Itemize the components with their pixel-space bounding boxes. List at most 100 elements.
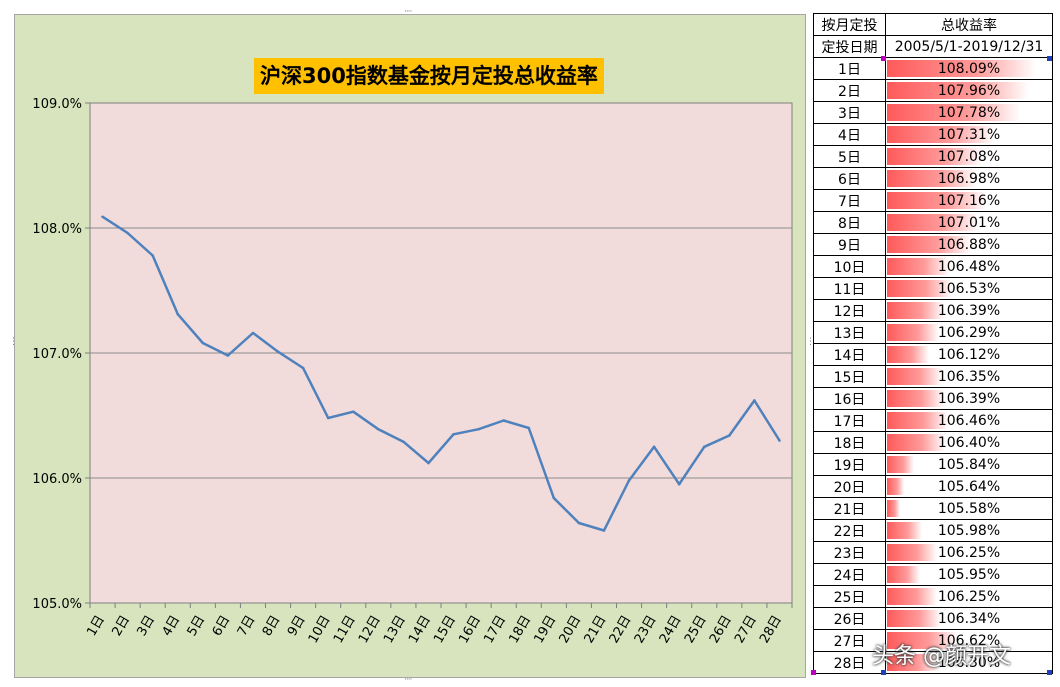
day-cell[interactable]: 3日 xyxy=(813,101,886,124)
data-bar xyxy=(887,456,915,473)
resize-handle-left[interactable]: ⋮ xyxy=(9,337,18,347)
rate-cell[interactable]: 106.30% xyxy=(885,651,1053,674)
table-row: 15日 106.35% xyxy=(813,365,1053,388)
rate-cell[interactable]: 106.88% xyxy=(885,233,1053,256)
day-cell[interactable]: 11日 xyxy=(813,277,886,300)
day-cell[interactable]: 14日 xyxy=(813,343,886,366)
chart-area[interactable]: 105.0% 106.0% 107.0% 108.0% 109.0% 1日 2日 3日 4日 5日… xyxy=(14,14,806,678)
x-tick-label: 7日 xyxy=(235,613,259,639)
day-cell[interactable]: 24日 xyxy=(813,563,886,586)
data-bar xyxy=(887,434,945,451)
table-row: 8日 107.01% xyxy=(813,211,1053,234)
rate-cell[interactable]: 106.25% xyxy=(885,585,1053,608)
day-cell[interactable]: 9日 xyxy=(813,233,886,256)
day-cell[interactable]: 26日 xyxy=(813,607,886,630)
table-row: 9日 106.88% xyxy=(813,233,1053,256)
day-cell[interactable]: 28日 xyxy=(813,651,886,674)
selection-handle[interactable] xyxy=(1047,56,1052,61)
resize-handle-bottom[interactable]: ···· xyxy=(404,675,413,685)
day-cell[interactable]: 13日 xyxy=(813,321,886,344)
x-tick-label: 4日 xyxy=(160,613,184,639)
selection-handle[interactable] xyxy=(1047,670,1052,675)
day-cell[interactable]: 6日 xyxy=(813,167,886,190)
rate-cell[interactable]: 107.96% xyxy=(885,79,1053,102)
rate-value: 105.84% xyxy=(937,456,1001,473)
y-tick-label: 105.0% xyxy=(32,597,82,612)
data-bar xyxy=(887,412,948,429)
selection-handle[interactable] xyxy=(811,670,816,675)
day-cell[interactable]: 1日 xyxy=(813,57,886,80)
x-tick-label: 14日 xyxy=(406,613,434,646)
header-cell-monthly[interactable]: 按月定投 xyxy=(813,13,886,36)
rate-cell[interactable]: 107.16% xyxy=(885,189,1053,212)
rate-cell[interactable]: 107.01% xyxy=(885,211,1053,234)
day-cell[interactable]: 12日 xyxy=(813,299,886,322)
day-cell[interactable]: 21日 xyxy=(813,497,886,520)
day-cell[interactable]: 22日 xyxy=(813,519,886,542)
rate-cell[interactable]: 105.95% xyxy=(885,563,1053,586)
table-row: 6日 106.98% xyxy=(813,167,1053,190)
data-bar xyxy=(887,60,1037,77)
selection-handle[interactable] xyxy=(881,56,886,61)
rate-cell[interactable]: 106.40% xyxy=(885,431,1053,454)
rate-cell[interactable]: 107.78% xyxy=(885,101,1053,124)
day-cell[interactable]: 18日 xyxy=(813,431,886,454)
day-cell[interactable]: 20日 xyxy=(813,475,886,498)
rate-cell[interactable]: 105.98% xyxy=(885,519,1053,542)
day-cell[interactable]: 19日 xyxy=(813,453,886,476)
day-cell[interactable]: 10日 xyxy=(813,255,886,278)
rate-cell[interactable]: 106.25% xyxy=(885,541,1053,564)
day-cell[interactable]: 15日 xyxy=(813,365,886,388)
resize-handle-top[interactable]: ···· xyxy=(404,7,413,17)
day-cell[interactable]: 2日 xyxy=(813,79,886,102)
rate-cell[interactable]: 106.35% xyxy=(885,365,1053,388)
day-cell[interactable]: 7日 xyxy=(813,189,886,212)
day-cell[interactable]: 16日 xyxy=(813,387,886,410)
data-point xyxy=(778,439,781,442)
rate-cell[interactable]: 106.48% xyxy=(885,255,1053,278)
data-point xyxy=(753,399,756,402)
rate-cell[interactable]: 106.34% xyxy=(885,607,1053,630)
header-cell-date-label[interactable]: 定投日期 xyxy=(813,35,886,58)
x-tick-label: 27日 xyxy=(732,613,760,646)
y-tick-label: 108.0% xyxy=(32,222,82,237)
table-row: 7日 107.16% xyxy=(813,189,1053,212)
data-table: 按月定投 总收益率 定投日期 2005/5/1-2019/12/31 1日 108… xyxy=(813,13,1053,674)
rate-cell[interactable]: 106.29% xyxy=(885,321,1053,344)
day-cell[interactable]: 4日 xyxy=(813,123,886,146)
data-bar xyxy=(887,104,1020,121)
rate-value: 105.95% xyxy=(937,566,1001,583)
rate-cell[interactable]: 106.12% xyxy=(885,343,1053,366)
rate-cell[interactable]: 107.31% xyxy=(885,123,1053,146)
rate-cell[interactable]: 106.98% xyxy=(885,167,1053,190)
data-bar xyxy=(887,214,978,231)
day-cell[interactable]: 25日 xyxy=(813,585,886,608)
data-bar xyxy=(887,258,950,275)
table-row: 18日 106.40% xyxy=(813,431,1053,454)
rate-cell[interactable]: 106.39% xyxy=(885,387,1053,410)
rate-cell[interactable]: 105.58% xyxy=(885,497,1053,520)
day-cell[interactable]: 8日 xyxy=(813,211,886,234)
rate-cell[interactable]: 108.09% xyxy=(885,57,1053,80)
day-cell[interactable]: 5日 xyxy=(813,145,886,168)
rate-value: 106.12% xyxy=(937,346,1001,363)
selection-handle[interactable] xyxy=(881,670,886,675)
rate-cell[interactable]: 106.53% xyxy=(885,277,1053,300)
table-row: 10日 106.48% xyxy=(813,255,1053,278)
header-cell-total-return[interactable]: 总收益率 xyxy=(885,13,1053,36)
rate-cell[interactable]: 105.84% xyxy=(885,453,1053,476)
resize-handle-right[interactable]: ⋮ xyxy=(806,337,815,347)
rate-value: 107.96% xyxy=(937,82,1001,99)
rate-cell[interactable]: 106.62% xyxy=(885,629,1053,652)
rate-cell[interactable]: 106.46% xyxy=(885,409,1053,432)
rate-cell[interactable]: 106.39% xyxy=(885,299,1053,322)
day-cell[interactable]: 17日 xyxy=(813,409,886,432)
data-point xyxy=(276,350,280,354)
rate-value: 106.98% xyxy=(937,170,1001,187)
day-cell[interactable]: 23日 xyxy=(813,541,886,564)
header-cell-date-range[interactable]: 2005/5/1-2019/12/31 xyxy=(885,35,1053,58)
rate-cell[interactable]: 105.64% xyxy=(885,475,1053,498)
rate-cell[interactable]: 107.08% xyxy=(885,145,1053,168)
data-point xyxy=(226,354,230,357)
table-row: 25日 106.25% xyxy=(813,585,1053,608)
